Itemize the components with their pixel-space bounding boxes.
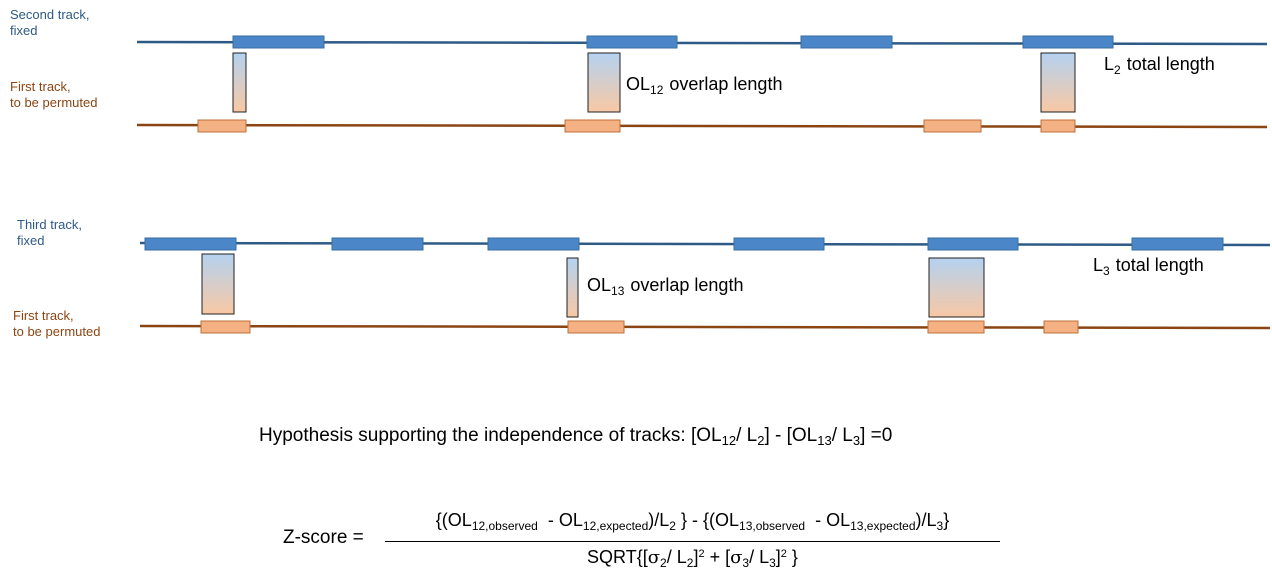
second-track-label: Second track, fixed bbox=[10, 7, 90, 39]
first-track-segment bbox=[927, 320, 985, 334]
first-track-segment bbox=[564, 119, 621, 133]
second-track-segment bbox=[586, 35, 678, 49]
first-track-label-line2: to be permuted bbox=[10, 95, 98, 110]
l2-annotation: L2 total length bbox=[1104, 54, 1215, 77]
first-track-label-bottom: First track, to be permuted bbox=[13, 308, 100, 340]
overlap-box bbox=[587, 52, 621, 113]
third-track-segment bbox=[331, 237, 424, 251]
second-track-segment bbox=[1022, 35, 1114, 49]
second-track-label-line1: Second track, bbox=[10, 7, 90, 22]
second-track-segment bbox=[800, 35, 893, 49]
overlap-box bbox=[566, 257, 579, 318]
overlap-box bbox=[928, 257, 985, 318]
third-track-segment bbox=[144, 237, 237, 251]
second-track-label-line2: fixed bbox=[10, 23, 38, 38]
l3-annotation: L3 total length bbox=[1093, 255, 1204, 278]
zscore-numerator: {(OL12,observed - OL12,expected)/L2 } - … bbox=[435, 510, 950, 533]
overlap-box bbox=[232, 52, 247, 113]
third-track-segment bbox=[927, 237, 1019, 251]
second-track-segment bbox=[232, 35, 325, 49]
first-track-label-line1: First track, bbox=[13, 308, 74, 323]
first-track-label-line1: First track, bbox=[10, 79, 71, 94]
hypothesis-statement: Hypothesis supporting the independence o… bbox=[259, 425, 893, 448]
overlap-box bbox=[201, 253, 235, 315]
third-track-label: Third track, fixed bbox=[17, 217, 82, 249]
first-track-segment bbox=[1043, 320, 1079, 334]
first-track-segment bbox=[1040, 119, 1076, 133]
third-track-segment bbox=[733, 237, 825, 251]
first-track-segment bbox=[197, 119, 247, 133]
first-track-label-top: First track, to be permuted bbox=[10, 79, 97, 111]
third-track-segment bbox=[487, 237, 580, 251]
first-track-segment bbox=[923, 119, 982, 133]
first-track-line bbox=[136, 123, 1268, 129]
first-track-segment bbox=[200, 320, 251, 334]
zscore-denominator: SQRT{[σ2/ L2]2 + [σ3/ L3]2 } bbox=[587, 547, 798, 570]
ol12-annotation: OL12 overlap length bbox=[626, 74, 783, 97]
fraction-line bbox=[385, 541, 1000, 542]
third-track-line bbox=[139, 241, 1271, 247]
third-track-label-line1: Third track, bbox=[17, 217, 83, 232]
overlap-box bbox=[1040, 52, 1076, 113]
first-track-segment bbox=[567, 320, 625, 334]
third-track-segment bbox=[1131, 237, 1224, 251]
first-track-label-line2: to be permuted bbox=[13, 324, 101, 339]
first-track-line bbox=[139, 324, 1271, 330]
third-track-label-line2: fixed bbox=[17, 233, 45, 248]
ol13-annotation: OL13 overlap length bbox=[587, 275, 744, 298]
zscore-label: Z-score = bbox=[283, 527, 364, 548]
